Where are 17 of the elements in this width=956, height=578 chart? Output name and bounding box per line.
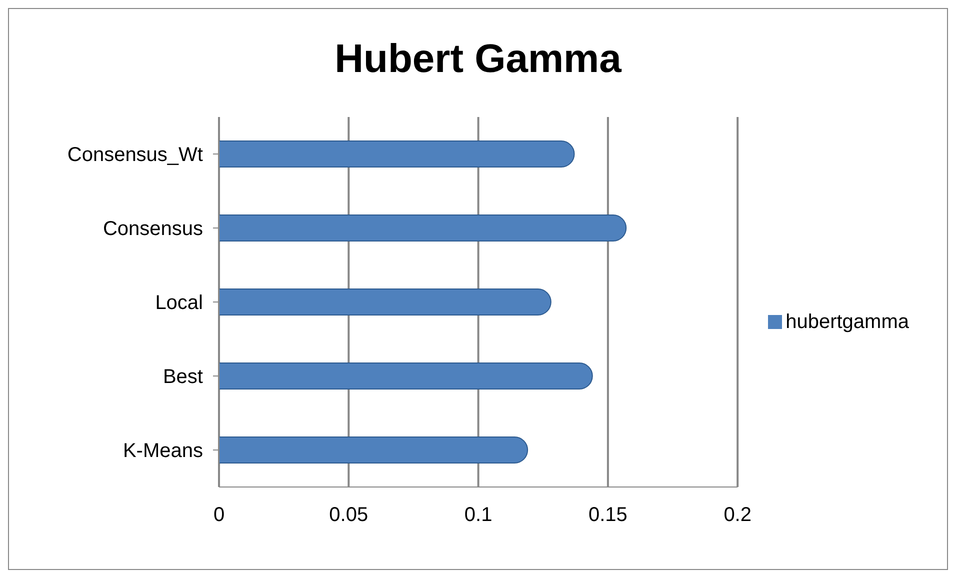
y-tick-label: K-Means (122, 440, 203, 462)
bar (219, 436, 528, 464)
x-tick-label: 0 (213, 504, 225, 526)
legend-label: hubertgamma (786, 310, 909, 332)
y-tick-label: Best (162, 366, 204, 388)
bar (219, 140, 575, 168)
x-tick-label: 0.05 (329, 504, 368, 526)
bar (219, 362, 593, 390)
x-tick-label: 0.2 (724, 504, 752, 526)
x-tick-label: 0.15 (588, 504, 628, 526)
y-tick-label: Consensus (102, 218, 203, 240)
y-tick-label: Local (155, 292, 203, 314)
chart-title: Hubert Gamma (334, 37, 623, 83)
y-tick-label: Consensus_Wt (67, 144, 204, 166)
bar (219, 214, 627, 242)
bar (219, 288, 552, 316)
x-tick-label: 0.1 (464, 504, 492, 526)
